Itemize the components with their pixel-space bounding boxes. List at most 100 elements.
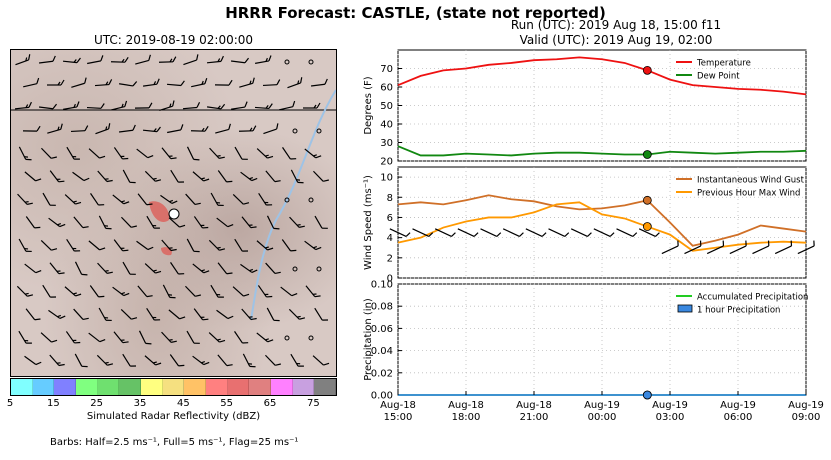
wind-barb (42, 284, 57, 298)
wind-barb (312, 355, 330, 366)
series-line (397, 56, 807, 96)
wind-barb (24, 171, 42, 182)
wind-barb (215, 123, 231, 134)
wind-barb (18, 330, 32, 344)
wind-barb (120, 309, 138, 320)
wind-barb (258, 192, 273, 206)
wind-barb (192, 355, 210, 366)
wind-barb (289, 216, 305, 228)
wind-barb (239, 77, 255, 88)
wind-barb (182, 101, 201, 110)
wind-barb (66, 238, 81, 252)
wind-barb (122, 353, 137, 367)
wind-barb (185, 285, 201, 297)
wind-barb (119, 81, 138, 87)
wind-barb (214, 79, 233, 86)
current-time-marker (642, 150, 652, 159)
colorbar-segment (184, 379, 207, 395)
wind-barb (113, 331, 129, 344)
wind-barb (240, 171, 258, 182)
wind-barb (752, 240, 770, 255)
current-time-marker (642, 222, 652, 231)
y-tick-label: 0.08 (371, 302, 393, 313)
wind-barb (241, 308, 257, 321)
wind-barb (65, 331, 81, 344)
y-tick-label: 30 (380, 138, 393, 149)
colorbar-segment (54, 379, 77, 395)
wind-barb (266, 215, 280, 230)
wind-barb (168, 309, 186, 320)
wind-barb (112, 194, 130, 205)
wind-barb (638, 228, 660, 237)
wind-barb (525, 228, 547, 237)
wind-barb (161, 147, 177, 160)
current-time-marker (642, 65, 652, 75)
colorbar-segment (76, 379, 98, 395)
colorbar-label: Simulated Radar Reflectivity (dBZ) (86, 411, 261, 422)
wind-barb (47, 123, 63, 134)
wind-barb (162, 284, 176, 299)
legend-label: Accumulated Precipitation (697, 293, 808, 303)
wind-barb (186, 238, 200, 253)
x-tick-label: 15:00 (384, 412, 413, 423)
wind-barb (88, 332, 106, 343)
wind-barb (166, 80, 185, 87)
x-tick-label: Aug-18 (516, 400, 552, 411)
wind-barb (191, 78, 208, 88)
wind-barb (217, 262, 233, 275)
colorbar-segment (162, 379, 185, 395)
wind-barb (49, 262, 65, 275)
wind-barb (74, 353, 88, 368)
wind-barb (183, 54, 199, 66)
wind-barb (122, 261, 136, 275)
wind-barb (64, 194, 82, 205)
wind-barb (231, 101, 248, 110)
wind-barb (797, 240, 815, 255)
wind-barb (144, 355, 162, 366)
wind-barb (206, 103, 226, 110)
wind-barb (287, 77, 303, 89)
wind-barb (135, 54, 151, 65)
wind-barb (40, 332, 58, 343)
calm-wind-marker (292, 266, 298, 272)
y-axis-label: Precipitation (in) (363, 298, 374, 381)
wind-barb (70, 125, 89, 133)
wind-barb (257, 285, 273, 298)
wind-barb (265, 354, 281, 366)
wind-barb (217, 170, 233, 183)
colorbar-segment (206, 379, 228, 395)
x-tick-label: Aug-19 (720, 400, 756, 411)
y-tick-label: 0.10 (371, 280, 393, 291)
y-tick-label: 0.00 (371, 391, 393, 402)
legend-swatch (677, 304, 693, 313)
wind-barb (160, 194, 178, 204)
wind-barb (314, 307, 329, 321)
wind-barb (232, 194, 250, 205)
wind-barb (94, 79, 113, 87)
calm-wind-marker (292, 128, 298, 134)
wind-barb (41, 147, 57, 159)
wind-barb (193, 216, 209, 229)
wind-barb (71, 77, 87, 88)
x-tick-label: Aug-19 (652, 400, 688, 411)
wind-barb (38, 103, 58, 110)
wind-barb (136, 148, 154, 159)
legend-label: Instantaneous Wind Gust (697, 176, 805, 186)
wind-barb (88, 148, 106, 159)
colorbar-segment (141, 379, 163, 395)
wind-barb (281, 239, 297, 252)
wind-barb (170, 262, 185, 275)
wind-barb (216, 217, 234, 228)
current-time-marker (642, 195, 652, 205)
wind-barb (280, 286, 298, 297)
wind-barb (159, 100, 175, 112)
wind-barb (240, 263, 258, 273)
wind-barb (88, 240, 106, 251)
wind-barb (290, 353, 304, 367)
wind-barb (48, 309, 66, 319)
y-tick-label: 20 (380, 157, 393, 168)
wind-barb (238, 125, 257, 132)
wind-barb (256, 332, 274, 343)
wind-barb (434, 228, 456, 237)
wind-barb (113, 147, 129, 160)
